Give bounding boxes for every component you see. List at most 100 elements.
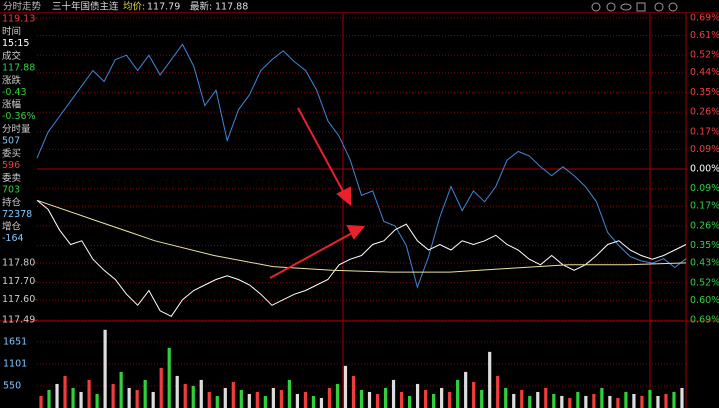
volume-bar <box>327 387 332 408</box>
plot-area: 0.69% 0.61% 0.52% 0.44% 0.35% 0.26% 0.17% 0.09%… <box>0 13 719 408</box>
volume-bar <box>528 395 532 408</box>
volume-bar <box>47 389 51 408</box>
y2-tick-label: 0.35% <box>690 87 719 98</box>
volume-tick-label: 1651 <box>3 336 27 347</box>
volume-bar <box>592 393 596 408</box>
volume-bar <box>151 391 155 408</box>
icon-zoom[interactable] <box>606 2 616 12</box>
volume-bar <box>399 391 404 408</box>
volume-bar <box>103 329 107 408</box>
volume-bar <box>608 395 612 408</box>
price-line <box>36 199 687 317</box>
info-panel: 时间15:15成交117.88涨跌-0.43涨幅-0.36%分时量507委买59… <box>0 22 36 246</box>
icon-close[interactable] <box>668 2 678 12</box>
volume-bar <box>440 387 444 408</box>
volume-bar <box>432 393 436 408</box>
icon-window[interactable] <box>636 2 646 12</box>
volume-bar <box>504 387 508 408</box>
volume-bar <box>183 383 187 408</box>
y-tick-label: 117.49 <box>2 315 35 326</box>
volume-bar <box>231 381 235 408</box>
volume-bar <box>311 395 316 408</box>
volume-bar <box>375 393 380 408</box>
volume-bar <box>303 391 308 408</box>
icon-settings[interactable] <box>591 2 601 12</box>
volume-bar <box>39 395 43 408</box>
volume-bar <box>335 383 340 408</box>
volume-bar <box>407 395 412 408</box>
y2-tick-label: 0.26% <box>690 107 719 118</box>
volume-bar <box>207 391 211 408</box>
volume-bar <box>287 379 291 408</box>
last-label: 最新: <box>190 1 212 13</box>
info-label: 持仓 <box>2 196 22 208</box>
volume-bar <box>247 393 251 408</box>
volume-bar <box>512 393 516 408</box>
volume-bar <box>63 375 67 408</box>
volume-bar <box>343 365 348 408</box>
volume-bar <box>576 391 580 408</box>
icon-view[interactable] <box>620 3 632 11</box>
volume-bar <box>127 387 131 408</box>
info-label: 时间 <box>2 26 21 38</box>
y2-tick-label: 0.17% <box>690 201 719 212</box>
volume-bar <box>560 395 564 408</box>
volume-bar <box>143 379 147 408</box>
volume-bar <box>520 389 524 408</box>
volume-bar <box>488 351 492 408</box>
volume-bar <box>383 387 388 408</box>
info-label: 涨幅 <box>2 99 22 111</box>
volume-bar <box>544 387 548 408</box>
y2-tick-label: 0.61% <box>690 30 719 41</box>
info-value: 117.88 <box>2 62 35 73</box>
volume-bar <box>423 389 428 408</box>
y2-tick-label: 0.69% <box>690 315 719 326</box>
y2-tick-label: 0.60% <box>690 295 719 306</box>
volume-bar <box>672 391 676 408</box>
volume-bar <box>319 397 324 408</box>
volume-bar <box>199 379 203 408</box>
y-tick-label: 119.13 <box>2 14 35 25</box>
avg-label: 均价: <box>123 1 145 13</box>
volume-bar <box>472 381 476 408</box>
tab-title[interactable]: 分时走势 <box>3 1 42 13</box>
y2-tick-label: 0.35% <box>690 240 719 251</box>
volume-bar <box>159 367 163 408</box>
volume-bar <box>648 389 652 408</box>
icon-add[interactable] <box>654 2 664 12</box>
info-value: 15:15 <box>2 38 29 49</box>
volume-tick-label: 1101 <box>3 358 27 369</box>
volume-bar <box>456 379 460 408</box>
volume-bar <box>255 391 259 408</box>
info-value: 507 <box>2 136 20 147</box>
y2-tick-label: 0.09% <box>690 183 719 194</box>
y2-tick-label: 0.17% <box>690 126 719 137</box>
volume-bar <box>391 379 396 408</box>
volume-bar <box>367 391 372 408</box>
price-line <box>36 199 687 273</box>
info-label: 委卖 <box>2 172 21 184</box>
volume-bar <box>536 391 540 408</box>
arrow-up <box>269 231 355 279</box>
volume-bar <box>71 387 75 408</box>
info-label: 分时量 <box>2 123 31 135</box>
volume-bar <box>624 391 628 408</box>
volume-bar <box>263 395 267 408</box>
info-label: 增仓 <box>2 221 22 233</box>
volume-bar <box>496 375 500 408</box>
arrowhead <box>346 224 366 240</box>
volume-bar <box>680 387 684 408</box>
volume-bar <box>111 383 115 408</box>
info-value: -164 <box>2 233 24 244</box>
panel-bg <box>0 22 36 246</box>
y2-tick-label: 0.69% <box>690 13 719 24</box>
volume-bar <box>600 387 604 408</box>
y2-tick-label: 0.26% <box>690 220 719 231</box>
volume-bar <box>568 397 572 408</box>
volume-bar <box>135 389 139 408</box>
y2-tick-label: 0.52% <box>690 50 719 61</box>
volume-bar <box>175 375 179 408</box>
y2-tick-label: 0.52% <box>690 277 719 288</box>
volume-bar <box>87 379 91 408</box>
